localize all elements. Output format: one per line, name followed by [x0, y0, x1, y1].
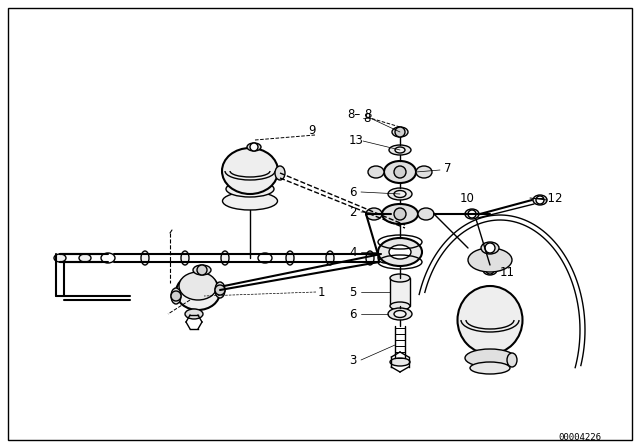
Ellipse shape [181, 251, 189, 265]
Circle shape [395, 127, 405, 137]
Text: 8: 8 [364, 108, 371, 121]
Ellipse shape [483, 265, 497, 275]
Ellipse shape [458, 286, 522, 354]
Text: 1: 1 [318, 285, 326, 298]
Ellipse shape [176, 274, 220, 310]
Circle shape [468, 210, 476, 218]
Ellipse shape [326, 251, 334, 265]
Text: 8–: 8– [347, 108, 360, 121]
Circle shape [536, 196, 544, 204]
Text: 8: 8 [363, 112, 371, 125]
Circle shape [394, 208, 406, 220]
Ellipse shape [247, 143, 261, 151]
Ellipse shape [392, 127, 408, 137]
Text: 6: 6 [349, 307, 356, 320]
Ellipse shape [378, 253, 392, 263]
Circle shape [486, 266, 494, 274]
Ellipse shape [79, 254, 91, 262]
Ellipse shape [185, 309, 203, 319]
Ellipse shape [382, 204, 418, 224]
Circle shape [485, 243, 495, 253]
Ellipse shape [258, 253, 272, 263]
Ellipse shape [378, 238, 422, 266]
Ellipse shape [389, 245, 411, 259]
Ellipse shape [193, 265, 211, 275]
Ellipse shape [394, 310, 406, 318]
Ellipse shape [389, 145, 411, 155]
Ellipse shape [388, 308, 412, 320]
Ellipse shape [366, 251, 374, 265]
Ellipse shape [101, 253, 115, 263]
Ellipse shape [226, 181, 274, 197]
Ellipse shape [390, 358, 410, 366]
Ellipse shape [390, 274, 410, 282]
Ellipse shape [223, 192, 278, 210]
Ellipse shape [141, 251, 149, 265]
Circle shape [250, 143, 258, 151]
Ellipse shape [507, 353, 517, 367]
Text: 11: 11 [500, 266, 515, 279]
Bar [390, 278, 410, 306]
Text: 00004226: 00004226 [559, 434, 602, 443]
Ellipse shape [418, 208, 434, 220]
Ellipse shape [54, 254, 66, 262]
Text: 10: 10 [460, 191, 475, 204]
Ellipse shape [384, 161, 416, 183]
Text: 6: 6 [349, 185, 356, 198]
Circle shape [171, 291, 181, 301]
Text: 4: 4 [349, 246, 356, 258]
Ellipse shape [470, 362, 510, 374]
Text: 2: 2 [349, 206, 356, 219]
Ellipse shape [481, 242, 499, 254]
Text: 5: 5 [349, 285, 356, 298]
Circle shape [215, 285, 225, 295]
Ellipse shape [465, 209, 479, 219]
Circle shape [394, 166, 406, 178]
Ellipse shape [465, 349, 515, 367]
Text: 13: 13 [349, 134, 364, 147]
Ellipse shape [533, 195, 547, 205]
Ellipse shape [275, 166, 285, 180]
Ellipse shape [179, 272, 217, 300]
Ellipse shape [171, 288, 181, 304]
Ellipse shape [368, 166, 384, 178]
Ellipse shape [366, 208, 382, 220]
Ellipse shape [215, 282, 225, 298]
Text: 9: 9 [308, 125, 316, 138]
Ellipse shape [390, 302, 410, 310]
Ellipse shape [388, 188, 412, 200]
Ellipse shape [221, 251, 229, 265]
Text: 3: 3 [349, 353, 356, 366]
Text: 7: 7 [444, 161, 451, 175]
Circle shape [197, 265, 207, 275]
Ellipse shape [286, 251, 294, 265]
Text: — 12: — 12 [532, 191, 563, 204]
Ellipse shape [394, 190, 406, 198]
Ellipse shape [416, 166, 432, 178]
Ellipse shape [395, 147, 405, 153]
Ellipse shape [468, 248, 512, 272]
Ellipse shape [222, 148, 278, 194]
